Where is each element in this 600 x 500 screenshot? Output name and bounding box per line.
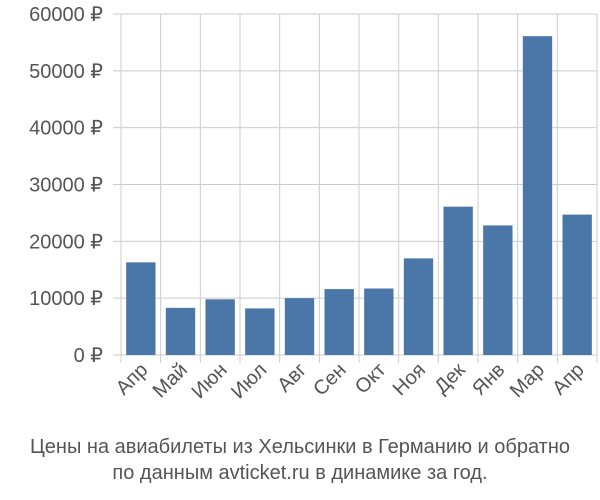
bar [284,298,315,355]
grid [113,13,598,363]
x-tick-label: Апр [112,359,153,400]
x-tick-label: Авг [273,359,311,397]
bar [443,206,473,355]
bar [165,307,196,355]
y-tick-label: 0 ₽ [74,345,104,367]
x-tick-label: Янв [468,359,509,400]
y-tick-label: 20000 ₽ [29,231,103,253]
x-tick-label: Сен [309,359,350,400]
bar-chart: 0 ₽ 10000 ₽ 20000 ₽ 30000 ₽ 40000 ₽ 50000 ₽ 60… [29,4,598,403]
bar [364,288,394,355]
x-tick-label: Окт [351,359,390,398]
bar [562,214,592,355]
bar [245,308,275,355]
bars [126,36,592,355]
bar [205,299,235,355]
caption-line-1: Цены на авиабилеты из Хельсинки в Герман… [30,436,570,458]
bar [403,258,434,355]
x-tick-label: Ноя [389,359,430,400]
x-tick-label: Июл [227,359,271,403]
bar [324,289,354,355]
y-tick-label: 10000 ₽ [29,288,103,310]
bar [522,36,553,355]
x-tick-label: Мар [506,359,549,402]
y-tick-label: 50000 ₽ [29,61,103,83]
x-tick-label: Апр [548,359,589,400]
bar [126,262,156,355]
y-tick-label: 40000 ₽ [29,118,103,140]
y-tick-label: 30000 ₽ [29,175,103,197]
bar [483,225,513,355]
y-axis-ticks: 0 ₽ 10000 ₽ 20000 ₽ 30000 ₽ 40000 ₽ 50000 ₽ 60… [29,4,103,367]
x-tick-label: Дек [431,359,470,398]
caption-line-2: по данным avticket.ru в динамике за год. [112,462,488,484]
x-tick-label: Май [149,359,192,402]
y-tick-label: 60000 ₽ [29,4,103,26]
x-tick-label: Июн [188,359,232,403]
